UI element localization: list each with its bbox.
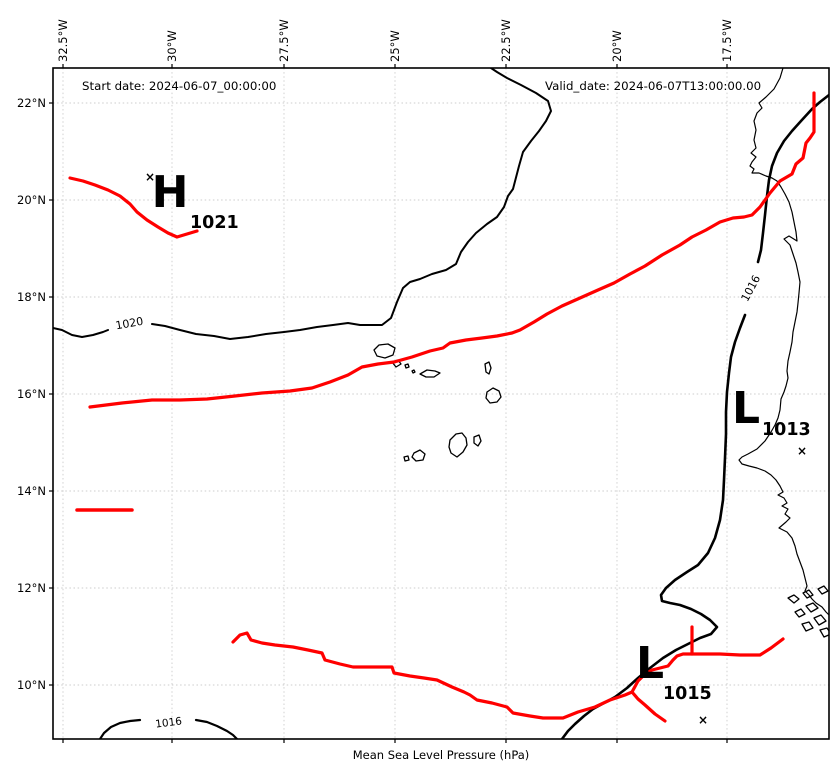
low-pressure-letter: L [732, 383, 760, 434]
pressure-center-marker: × [797, 444, 807, 458]
island-brava [403, 455, 410, 462]
x-axis-title: Mean Sea Level Pressure (hPa) [353, 748, 530, 762]
isobar-1020-west [53, 327, 109, 338]
island-bijagos-1 [787, 594, 800, 604]
valid-date-label: Valid_date: 2024-06-07T13:00:00.00 [545, 79, 761, 93]
x-tick-label: 25°W [388, 30, 402, 62]
pressure-center-marker: × [698, 713, 708, 727]
isobar-value-label: 1016 [155, 715, 183, 730]
island-santo-antao [373, 343, 396, 359]
pressure-center-value: 1015 [663, 684, 712, 704]
isobar-1016-arc-east [194, 718, 239, 739]
coastline-layer [373, 68, 829, 638]
island-bijagos-7 [801, 621, 814, 632]
trough-spur-southeast [630, 690, 667, 723]
front-northwest [68, 176, 199, 239]
y-tick-label: 20°N [17, 193, 46, 207]
isobar-layer [53, 68, 829, 739]
island-boa-vista [485, 387, 502, 404]
trough-main [231, 631, 785, 720]
y-tick-label: 22°N [17, 96, 46, 110]
isobar-value-label: 1020 [114, 315, 144, 333]
island-bijagos-5 [794, 608, 806, 618]
isobar-1016-south [560, 313, 747, 739]
gridlines-layer [53, 68, 829, 739]
y-tick-label: 16°N [17, 387, 46, 401]
pressure-center-value: 1021 [190, 213, 239, 233]
start-date-label: Start date: 2024-06-07_00:00:00 [82, 79, 276, 93]
island-bijagos-3 [817, 585, 829, 595]
front-layer [68, 91, 816, 723]
y-tick-label: 14°N [17, 484, 46, 498]
tick-layer [49, 64, 728, 743]
high-pressure-letter: H [152, 167, 189, 218]
isobar-1016-north [756, 93, 829, 264]
x-tick-label: 32.5°W [56, 19, 70, 62]
y-tick-label: 12°N [17, 581, 46, 595]
island-fogo [411, 449, 426, 462]
island-bijagos-2 [802, 589, 814, 599]
island-bijagos-6 [813, 614, 827, 626]
front-main [88, 91, 816, 409]
coast-west-africa [738, 68, 829, 616]
isobar-1016-arc-west [98, 718, 142, 739]
island-maio [473, 434, 482, 447]
island-sal [484, 361, 492, 375]
island-sao-nicolau [419, 369, 441, 378]
y-tick-label: 18°N [17, 290, 46, 304]
axes-frame [52, 67, 830, 740]
x-tick-label: 22.5°W [499, 19, 513, 62]
island-dot-1 [404, 363, 410, 369]
x-tick-label: 30°W [165, 30, 179, 62]
island-dot-2 [411, 369, 416, 374]
y-tick-label: 10°N [17, 678, 46, 692]
pressure-center-marker: × [145, 170, 155, 184]
island-bijagos-8 [819, 627, 829, 638]
isobar-1020-east [151, 68, 552, 340]
x-tick-label: 17.5°W [720, 19, 734, 62]
axes-frame-layer [52, 67, 830, 740]
island-bijagos-4 [805, 602, 819, 613]
x-tick-label: 20°W [610, 30, 624, 62]
low-pressure-letter: L [636, 638, 664, 689]
island-santiago [448, 432, 468, 458]
pressure-center-value: 1013 [762, 420, 811, 440]
x-tick-label: 27.5°W [277, 19, 291, 62]
